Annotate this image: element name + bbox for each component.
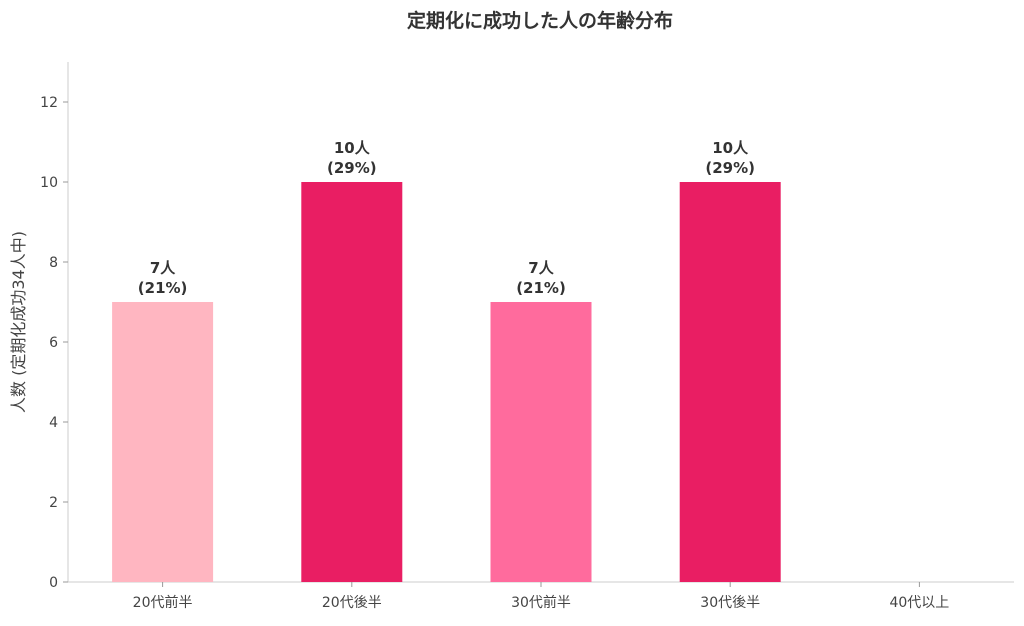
- data-label-count: 10人: [712, 139, 749, 157]
- x-tick-label: 20代後半: [322, 595, 382, 611]
- x-tick-label: 40代以上: [889, 595, 949, 611]
- x-ticks: 20代前半 20代後半 30代前半 30代後半 40代以上: [133, 582, 949, 611]
- data-label-count: 10人: [334, 139, 371, 157]
- bar: [112, 302, 214, 582]
- chart-title: 定期化に成功した人の年齢分布: [407, 9, 673, 32]
- data-label-percent: (21%): [138, 279, 188, 297]
- y-tick-label: 2: [49, 495, 58, 511]
- y-axis-label: 人数 (定期化成功34人中): [9, 231, 28, 413]
- data-label-percent: (29%): [705, 159, 755, 177]
- data-label-percent: (29%): [327, 159, 377, 177]
- y-tick-label: 10: [40, 175, 58, 191]
- data-label-count: 7人: [528, 259, 554, 277]
- y-tick-label: 4: [49, 415, 58, 431]
- bar: [490, 302, 592, 582]
- y-tick-label: 12: [40, 95, 58, 111]
- data-label-percent: (21%): [516, 279, 566, 297]
- bar: [679, 182, 781, 582]
- data-labels: 7人 (21%) 10人 (29%) 7人 (21%) 10人 (29%): [138, 139, 755, 297]
- x-tick-label: 30代後半: [700, 595, 760, 611]
- bar: [301, 182, 403, 582]
- x-tick-label: 20代前半: [133, 594, 193, 611]
- y-tick-label: 8: [49, 255, 58, 271]
- y-ticks: 0 2 4 6 8 10 12: [40, 95, 68, 591]
- data-label-count: 7人: [150, 259, 176, 277]
- y-tick-label: 0: [49, 575, 58, 591]
- y-tick-label: 6: [49, 335, 58, 351]
- x-tick-label: 30代前半: [511, 594, 571, 611]
- bars: [112, 182, 781, 582]
